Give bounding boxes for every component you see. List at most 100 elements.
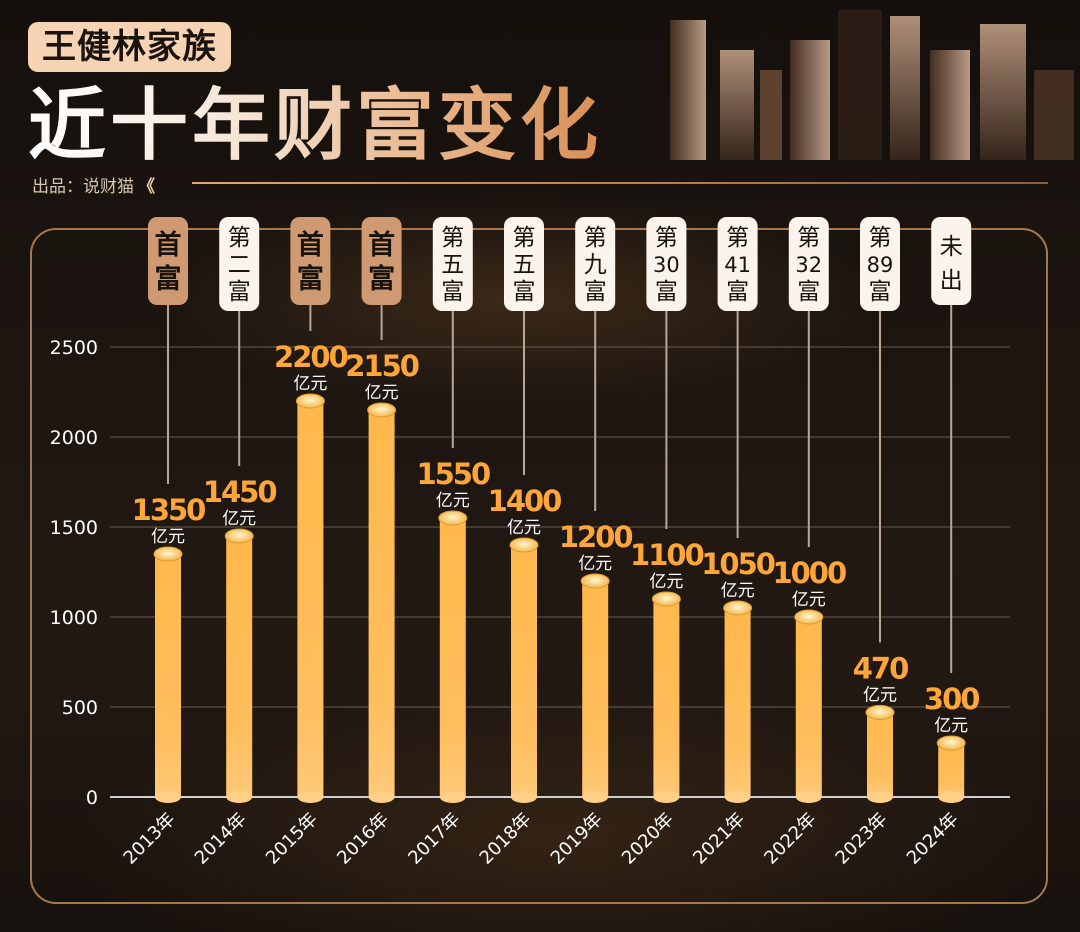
bar-base: [653, 791, 680, 803]
rank-label: 第: [726, 225, 749, 251]
bar-base: [511, 791, 537, 803]
rank-label: 第: [869, 225, 892, 251]
rank-label: 30: [653, 253, 680, 277]
bar-base: [297, 791, 324, 803]
chevron-left-icon: 《: [138, 177, 155, 197]
y-tick-label: 2500: [50, 337, 98, 359]
rank-label: 富: [228, 279, 251, 305]
x-tick-label: 2014年: [191, 809, 251, 869]
rank-badge: [432, 217, 473, 311]
value-label: 1550: [416, 457, 490, 491]
bar-cap: [153, 546, 183, 562]
bar: [582, 581, 609, 797]
rank-label: 第: [584, 225, 607, 251]
x-tick-label: 2021年: [689, 809, 749, 869]
unit-label: 亿元: [721, 581, 755, 601]
bar-base: [368, 791, 395, 803]
x-tick-label: 2020年: [618, 809, 678, 869]
bar-base: [724, 791, 751, 803]
unit-label: 亿元: [792, 590, 826, 610]
bar: [368, 410, 395, 797]
rank-label: 第: [797, 225, 820, 251]
bar-cap: [438, 510, 468, 526]
y-tick-label: 1000: [50, 607, 98, 629]
rank-label: 出: [940, 268, 963, 294]
rank-label: 五: [441, 252, 464, 278]
rank-label: 富: [513, 279, 536, 305]
rank-label: 九: [584, 252, 607, 278]
x-tick-label: 2017年: [404, 809, 464, 869]
rank-label: 富: [797, 279, 820, 305]
value-label: 1450: [203, 475, 277, 509]
rank-badge: [361, 217, 402, 305]
bar-cap: [865, 704, 895, 720]
bar-cap: [723, 600, 753, 616]
bar-cap: [936, 735, 966, 751]
bar-base: [582, 791, 609, 803]
value-label: 1100: [630, 538, 704, 572]
bar-cap: [580, 573, 610, 589]
rank-badge: [788, 217, 829, 311]
unit-label: 亿元: [649, 572, 683, 592]
bar: [795, 617, 822, 797]
y-tick-label: 1500: [50, 517, 98, 539]
bar-base: [795, 791, 822, 803]
bar-cap: [794, 609, 824, 625]
bar: [867, 712, 893, 797]
source-credit: 出品：说财猫《: [32, 172, 155, 197]
value-label: 470: [853, 651, 908, 685]
bar-base: [226, 791, 253, 803]
y-tick-label: 0: [86, 787, 98, 809]
rank-label: 第: [228, 225, 251, 251]
rank-label: 富: [368, 263, 395, 295]
rank-label: 富: [155, 263, 182, 295]
rank-label: 富: [655, 279, 678, 305]
x-tick-label: 2023年: [832, 809, 892, 869]
value-label: 1350: [132, 493, 206, 527]
bar-cap: [509, 537, 539, 553]
value-label: 2200: [274, 340, 348, 374]
bar: [155, 554, 181, 797]
page-title: 近十年财富变化: [28, 78, 602, 174]
y-tick-label: 2000: [50, 427, 98, 449]
rank-label: 首: [155, 229, 182, 261]
rank-label: 富: [869, 279, 892, 305]
value-label: 2150: [345, 349, 419, 383]
rank-label: 二: [228, 252, 251, 278]
unit-label: 亿元: [934, 716, 968, 736]
rank-label: 五: [513, 252, 536, 278]
rank-label: 富: [441, 279, 464, 305]
rank-label: 89: [867, 253, 894, 277]
unit-label: 亿元: [365, 383, 399, 403]
city-skyline-decoration: [670, 10, 1074, 160]
bar: [439, 518, 466, 797]
bar: [226, 536, 253, 797]
bar-base: [439, 791, 466, 803]
bar-cap: [295, 393, 325, 409]
rank-label: 富: [726, 279, 749, 305]
unit-label: 亿元: [436, 491, 470, 511]
bar-cap: [651, 591, 681, 607]
rank-label: 32: [795, 253, 822, 277]
rank-label: 富: [297, 263, 324, 295]
rank-label: 首: [297, 229, 324, 261]
bar: [297, 401, 324, 797]
rank-badge: [931, 217, 972, 305]
unit-label: 亿元: [863, 685, 897, 705]
rank-badge: [646, 217, 687, 311]
bar-base: [867, 791, 893, 803]
bar: [724, 608, 751, 797]
rank-badge: [575, 217, 616, 311]
y-tick-label: 500: [62, 697, 98, 719]
subject-tag: 王健林家族: [28, 22, 231, 72]
rank-badge: [717, 217, 758, 311]
rank-label: 第: [655, 225, 678, 251]
x-tick-label: 2019年: [547, 809, 607, 869]
value-label: 1050: [701, 547, 775, 581]
bar: [511, 545, 537, 797]
rank-badge: [148, 217, 188, 305]
bar-base: [155, 791, 181, 803]
x-tick-label: 2022年: [760, 809, 820, 869]
unit-label: 亿元: [293, 374, 327, 394]
